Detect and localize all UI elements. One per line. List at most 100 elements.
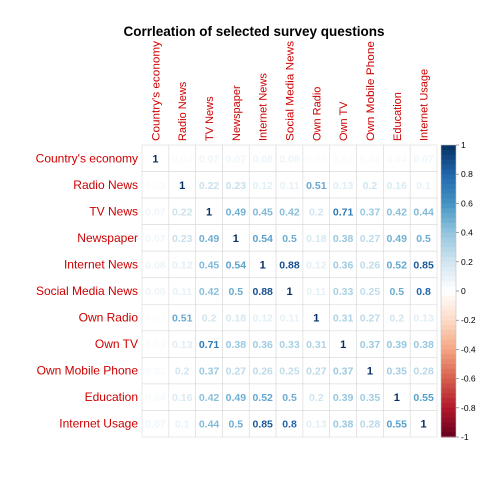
cell-value: 0.8 bbox=[282, 419, 297, 431]
heatmap-cell bbox=[168, 410, 196, 438]
cell-value: 0.35 bbox=[387, 366, 408, 378]
cell-value: 0.42 bbox=[199, 392, 220, 404]
cell-value: 0.35 bbox=[360, 392, 381, 404]
cell-value: 0.1 bbox=[175, 419, 190, 431]
colorbar-segment bbox=[441, 354, 456, 360]
heatmap-cell bbox=[356, 410, 384, 438]
heatmap-cell bbox=[222, 277, 250, 305]
cell-value: 0.2 bbox=[363, 180, 378, 192]
colorbar-segment bbox=[441, 164, 456, 170]
colorbar-tick-label: 0.4 bbox=[461, 228, 473, 238]
colorbar-segment bbox=[441, 344, 456, 350]
colorbar-segment bbox=[441, 393, 456, 399]
heatmap-cell bbox=[409, 383, 438, 411]
colorbar-segment bbox=[441, 305, 456, 311]
colorbar-tick-label: 0.2 bbox=[461, 257, 473, 267]
colorbar-segment bbox=[441, 256, 456, 263]
colorbar-segment bbox=[441, 368, 456, 375]
row-label: Newspaper bbox=[77, 231, 138, 245]
cell-value: 0.22 bbox=[199, 180, 220, 192]
cell-value: 0.22 bbox=[172, 206, 193, 218]
cell-value: 0.85 bbox=[413, 259, 434, 271]
colorbar-segment bbox=[441, 261, 456, 268]
cell-value: 0.39 bbox=[387, 339, 408, 351]
cell-value: 0.26 bbox=[360, 259, 381, 271]
colorbar-segment bbox=[441, 349, 456, 355]
colorbar-segment bbox=[441, 339, 456, 346]
cell-value: 0.13 bbox=[333, 180, 354, 192]
cell-value: 0.37 bbox=[360, 339, 381, 351]
cell-value: 1 bbox=[367, 366, 373, 378]
column-label: Own Radio bbox=[311, 87, 323, 141]
column-label: Newspaper bbox=[231, 85, 243, 141]
cell-value: 0.25 bbox=[279, 366, 300, 378]
cell-value: 0.49 bbox=[387, 233, 408, 245]
cell-value: 0.38 bbox=[413, 339, 434, 351]
colorbar-tick-label: 0.6 bbox=[461, 198, 473, 208]
cell-value: 0.12 bbox=[252, 313, 273, 325]
colorbar-segment bbox=[441, 364, 456, 370]
colorbar-segment bbox=[441, 154, 456, 161]
column-label: Radio News bbox=[177, 81, 189, 141]
heatmap-cell bbox=[383, 144, 411, 172]
heatmap-cell bbox=[222, 303, 250, 332]
colorbar-segment bbox=[441, 271, 456, 277]
heatmap-cell bbox=[356, 303, 384, 332]
heatmap-cell bbox=[383, 250, 411, 279]
heatmap-cell bbox=[168, 303, 196, 332]
chart-title: Corrleation of selected survey questions bbox=[123, 24, 384, 39]
heatmap-cell bbox=[275, 197, 304, 225]
cell-value: 0.07 bbox=[145, 419, 166, 431]
heatmap-cell bbox=[356, 357, 384, 385]
heatmap-cell bbox=[329, 144, 357, 172]
colorbar-segment bbox=[441, 427, 456, 433]
cell-value: 0.52 bbox=[387, 259, 408, 271]
cell-value: 0.38 bbox=[333, 233, 354, 245]
colorbar-segment bbox=[441, 373, 456, 380]
heatmap-cell bbox=[275, 303, 304, 332]
colorbar-tick-label: -1 bbox=[461, 432, 469, 442]
heatmap-cell bbox=[141, 250, 170, 279]
row-label: Radio News bbox=[73, 178, 138, 192]
heatmap-cell bbox=[195, 383, 223, 411]
cell-value: 0.38 bbox=[226, 339, 247, 351]
cell-value: 0.5 bbox=[389, 286, 404, 298]
heatmap-cell bbox=[248, 197, 277, 225]
cell-value: 0.11 bbox=[172, 286, 192, 298]
cell-value: 0.23 bbox=[172, 233, 193, 245]
cell-value: 0.18 bbox=[226, 313, 247, 325]
colorbar-segment bbox=[441, 325, 456, 331]
heatmap-cell bbox=[383, 224, 411, 252]
heatmap-cell bbox=[409, 303, 438, 332]
colorbar-tick-label: 0 bbox=[461, 286, 466, 296]
colorbar-segment bbox=[441, 398, 456, 404]
cell-value: 0.52 bbox=[252, 392, 273, 404]
cell-value: 0.13 bbox=[413, 313, 434, 325]
heatmap-cell bbox=[329, 171, 357, 199]
heatmap-cell bbox=[141, 197, 170, 225]
cell-value: 0.2 bbox=[175, 366, 190, 378]
heatmap-cell bbox=[168, 330, 196, 358]
colorbar-segment bbox=[441, 329, 456, 336]
cell-value: 0.12 bbox=[172, 259, 193, 271]
cell-value: 0.02 bbox=[306, 153, 327, 165]
heatmap-cell bbox=[383, 410, 411, 438]
cell-value: 0.54 bbox=[226, 259, 247, 271]
colorbar-segment bbox=[441, 232, 456, 238]
cell-value: 1 bbox=[340, 339, 346, 351]
heatmap-cell bbox=[383, 171, 411, 199]
heatmap-cell bbox=[409, 410, 438, 438]
colorbar-segment bbox=[441, 159, 456, 165]
heatmap-cell bbox=[222, 250, 250, 279]
cell-value: 0.07 bbox=[145, 233, 166, 245]
cell-value: 0.08 bbox=[145, 286, 166, 298]
heatmap-cell bbox=[302, 224, 331, 252]
cell-value: 0.1 bbox=[416, 180, 431, 192]
heatmap-cell bbox=[302, 330, 331, 358]
heatmap-cell bbox=[168, 144, 196, 172]
cell-value: 1 bbox=[179, 180, 185, 192]
colorbar-segment bbox=[441, 169, 456, 175]
heatmap-cells bbox=[141, 144, 438, 438]
cell-value: 0.33 bbox=[279, 339, 300, 351]
colorbar-segment bbox=[441, 334, 456, 341]
